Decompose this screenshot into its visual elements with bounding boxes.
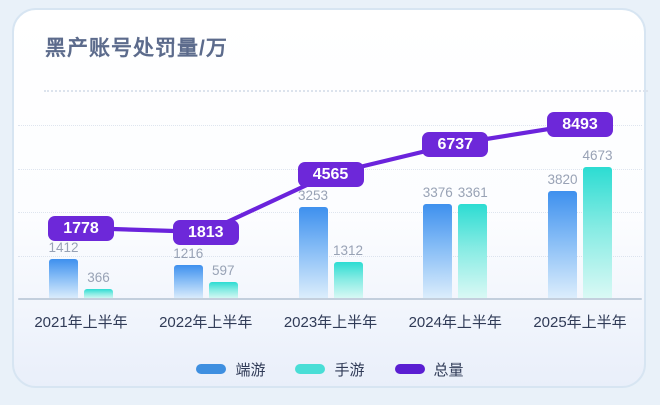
- bar-value-pc-games-2025年上半年: 3820: [547, 172, 578, 188]
- legend-swatch: [394, 364, 425, 374]
- x-axis-label-2024年上半年: 2024年上半年: [408, 314, 502, 331]
- bar-value-mobile-games-2021年上半年: 366: [87, 269, 110, 285]
- bar-pc-games-2023年上半年: [298, 207, 328, 299]
- bar-mobile-games-2025年上半年: [583, 166, 612, 299]
- bar-pc-games-2025年上半年: [548, 191, 577, 299]
- legend-label: 端游: [235, 361, 266, 379]
- bar-value-pc-games-2023年上半年: 3253: [297, 188, 329, 204]
- chart-title: 黑产账号处罚量/万: [45, 37, 228, 60]
- total-value-label-2023年上半年: 4565: [297, 161, 364, 187]
- title-separator: [44, 90, 648, 92]
- x-axis-label-2022年上半年: 2022年上半年: [159, 314, 253, 331]
- x-axis-label-2021年上半年: 2021年上半年: [34, 314, 128, 331]
- legend-swatch: [295, 364, 326, 374]
- legend-label: 手游: [334, 361, 365, 379]
- bar-value-pc-games-2021年上半年: 1412: [48, 240, 79, 256]
- x-axis-label-2025年上半年: 2025年上半年: [533, 314, 627, 331]
- total-value-label-2022年上半年: 1813: [172, 219, 239, 245]
- legend-swatch: [196, 364, 227, 374]
- legend-item-手游: 手游: [295, 359, 365, 380]
- bar-value-mobile-games-2025年上半年: 4673: [582, 147, 613, 163]
- total-value-label-2021年上半年: 1778: [48, 215, 114, 241]
- bar-pc-games-2022年上半年: [173, 264, 203, 299]
- bar-mobile-games-2022年上半年: [208, 282, 238, 299]
- bar-pc-games-2021年上半年: [49, 259, 78, 299]
- legend-label: 总量: [433, 361, 464, 379]
- bar-pc-games-2024年上半年: [423, 203, 453, 299]
- bar-value-pc-games-2024年上半年: 3376: [422, 184, 453, 200]
- x-axis-label-2023年上半年: 2023年上半年: [283, 314, 378, 331]
- legend-item-总量: 总量: [394, 359, 464, 380]
- bar-value-mobile-games-2024年上半年: 3361: [457, 185, 488, 201]
- legend-item-端游: 端游: [196, 359, 265, 380]
- bar-mobile-games-2021年上半年: [84, 288, 113, 299]
- x-axis-line: [18, 298, 642, 300]
- bar-mobile-games-2023年上半年: [333, 261, 363, 299]
- total-value-label-2025年上半年: 8493: [547, 111, 613, 137]
- bar-value-pc-games-2022年上半年: 1216: [173, 245, 204, 261]
- bar-value-mobile-games-2022年上半年: 597: [211, 263, 235, 279]
- legend: 端游 手游 总量: [0, 358, 660, 380]
- bar-value-mobile-games-2023年上半年: 1312: [332, 242, 364, 258]
- total-value-label-2024年上半年: 6737: [422, 131, 489, 157]
- gridline: [18, 255, 642, 257]
- bar-mobile-games-2024年上半年: [458, 204, 488, 299]
